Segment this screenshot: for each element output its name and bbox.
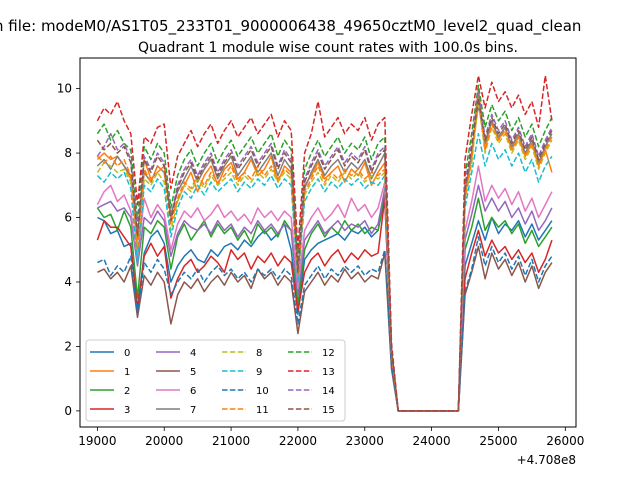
plot-frame [79, 57, 577, 428]
x-tick-label: 19000 [78, 434, 116, 448]
legend-label: 8 [256, 348, 262, 359]
x-tick-label: 22000 [279, 434, 317, 448]
legend-box [85, 339, 346, 422]
x-tick-label: 24000 [413, 434, 451, 448]
legend-label: 11 [256, 405, 269, 416]
chart-title: Quadrant 1 module wise count rates with … [138, 40, 518, 56]
series-line-5 [97, 245, 553, 412]
legend-label: 2 [124, 386, 130, 397]
legend-label: 7 [190, 405, 196, 416]
legend-label: 10 [256, 386, 269, 397]
legend-label: 3 [124, 405, 130, 416]
x-tick-label: 23000 [346, 434, 384, 448]
series-line-2 [96, 190, 553, 412]
legend-label: 13 [322, 367, 335, 378]
y-tick-label: 0 [64, 404, 72, 418]
legend-label: 9 [256, 367, 262, 378]
y-tick-label: 4 [64, 275, 72, 289]
series-line-0 [97, 197, 553, 412]
series-line-12 [96, 84, 553, 412]
legend-label: 0 [124, 348, 130, 359]
x-tick-label: 20000 [145, 434, 183, 448]
series-line-15 [96, 97, 553, 412]
legend-label: 5 [190, 367, 196, 378]
y-tick-label: 2 [64, 339, 72, 353]
series-line-6 [96, 165, 553, 412]
legend-label: 15 [322, 405, 335, 416]
x-tick-label: 25000 [479, 434, 517, 448]
x-tick-label: 21000 [212, 434, 250, 448]
y-tick-label: 10 [57, 82, 72, 96]
legend-label: 6 [190, 386, 196, 397]
legend-label: 4 [190, 348, 196, 359]
x-offset-label: +4.708e8 [517, 453, 576, 467]
x-tick-label: 26000 [546, 434, 584, 448]
series-line-4 [97, 184, 553, 412]
axes-layer: 19000 20000 21000 22000 23000 24000 25000 26000… [57, 82, 585, 448]
series-layer [96, 74, 553, 412]
series-line-9 [96, 132, 553, 412]
legend-label: 14 [322, 386, 335, 397]
y-tick-label: 8 [64, 146, 72, 160]
legend-label: 12 [322, 348, 335, 359]
chart-suptitle: n file: modeM0/AS1T05_233T01_9000006438_… [0, 17, 581, 36]
y-tick-label: 6 [64, 211, 72, 225]
series-line-13 [96, 74, 553, 412]
legend-label: 1 [124, 367, 130, 378]
